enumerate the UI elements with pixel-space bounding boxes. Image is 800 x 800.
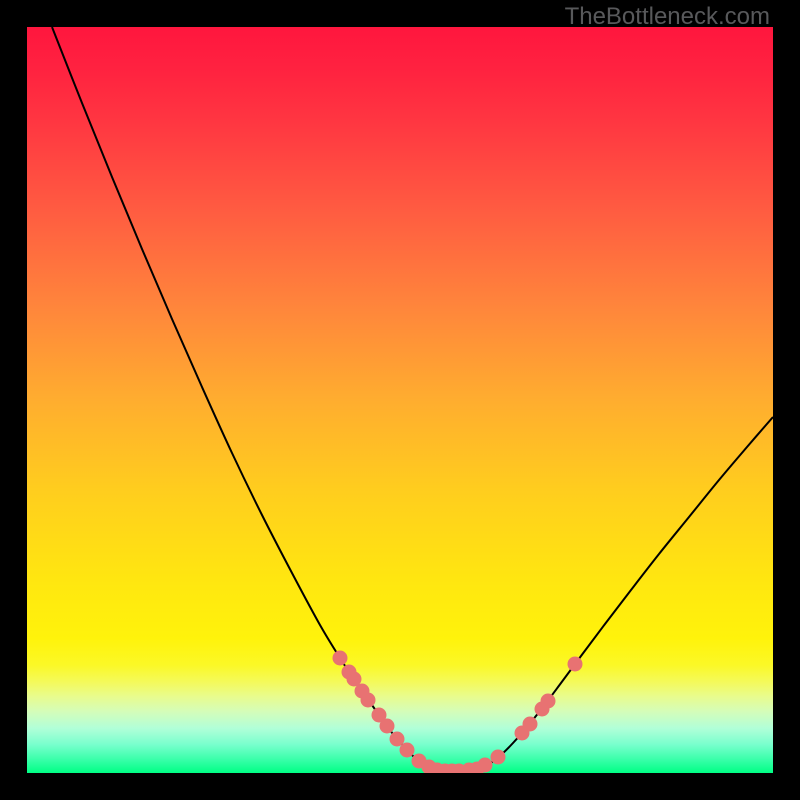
curve-marker xyxy=(491,750,506,765)
plot-area xyxy=(27,27,773,773)
curve-marker xyxy=(523,717,538,732)
v-curve xyxy=(52,27,773,771)
curve-marker xyxy=(568,657,583,672)
curve-marker xyxy=(361,693,376,708)
curve-marker xyxy=(541,694,556,709)
watermark-text: TheBottleneck.com xyxy=(565,3,770,31)
curve-layer xyxy=(27,27,773,773)
curve-marker xyxy=(380,719,395,734)
curve-marker xyxy=(333,651,348,666)
chart-stage: TheBottleneck.com xyxy=(0,0,800,800)
